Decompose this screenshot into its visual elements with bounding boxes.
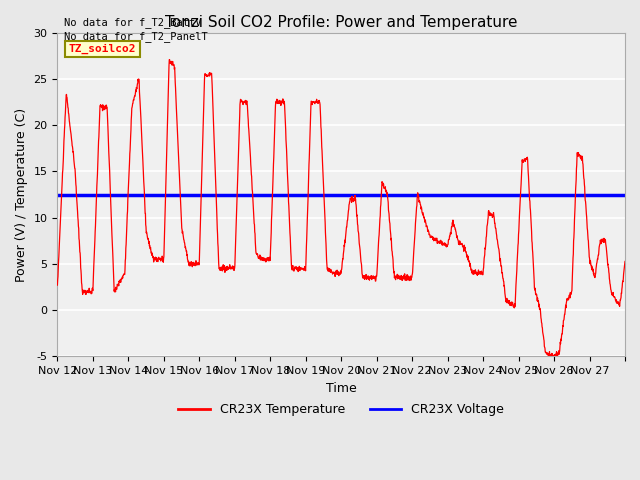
Y-axis label: Power (V) / Temperature (C): Power (V) / Temperature (C) [15, 108, 28, 281]
X-axis label: Time: Time [326, 382, 356, 395]
Legend: CR23X Temperature, CR23X Voltage: CR23X Temperature, CR23X Voltage [173, 398, 509, 421]
Title: Tonzi Soil CO2 Profile: Power and Temperature: Tonzi Soil CO2 Profile: Power and Temper… [165, 15, 518, 30]
Text: No data for f_T2_BattV: No data for f_T2_BattV [64, 17, 202, 28]
Text: TZ_soilco2: TZ_soilco2 [68, 44, 136, 54]
Text: No data for f_T2_PanelT: No data for f_T2_PanelT [64, 31, 208, 42]
